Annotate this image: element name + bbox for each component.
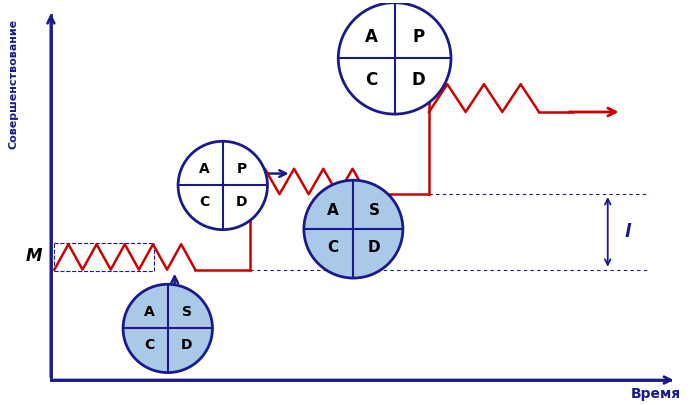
Text: Совершенствование: Совершенствование <box>8 19 18 149</box>
Text: S: S <box>369 203 380 218</box>
Text: P: P <box>236 162 247 176</box>
Text: C: C <box>199 195 209 209</box>
Text: C: C <box>365 70 377 89</box>
Ellipse shape <box>123 284 213 373</box>
Text: C: C <box>144 338 154 352</box>
Text: D: D <box>412 70 426 89</box>
Text: A: A <box>365 28 378 46</box>
Ellipse shape <box>304 180 403 278</box>
Text: P: P <box>412 28 424 46</box>
Text: A: A <box>326 203 338 218</box>
Text: D: D <box>181 338 192 352</box>
Text: C: C <box>327 240 338 255</box>
Text: Время: Время <box>631 387 681 401</box>
Text: S: S <box>182 305 191 319</box>
Ellipse shape <box>178 141 267 230</box>
Text: D: D <box>236 195 247 209</box>
Text: l: l <box>625 223 631 241</box>
Ellipse shape <box>338 3 451 114</box>
Text: A: A <box>143 305 155 319</box>
Text: D: D <box>368 240 380 255</box>
Text: M: M <box>26 247 42 265</box>
Text: A: A <box>199 162 209 176</box>
